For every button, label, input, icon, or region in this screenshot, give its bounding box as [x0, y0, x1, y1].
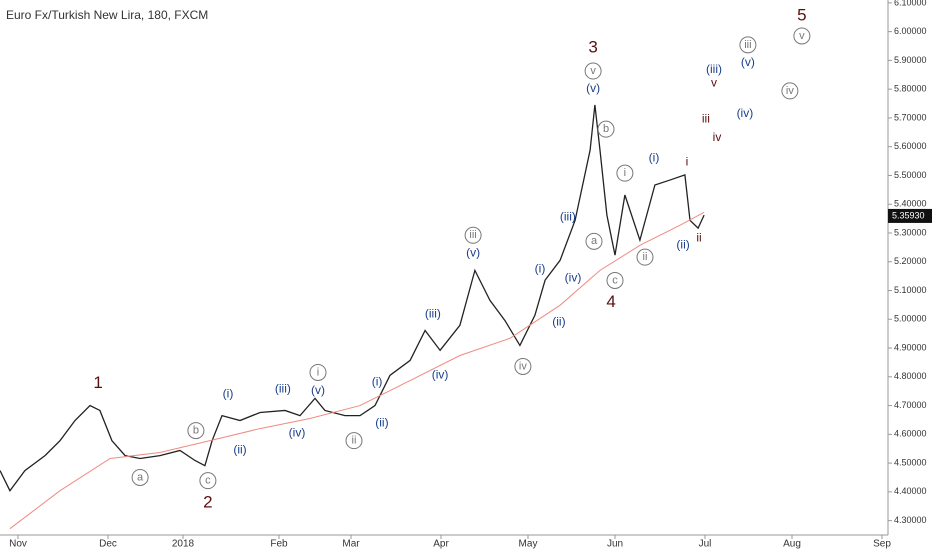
x-tick-label: Jun [607, 539, 623, 550]
wave-label: 3 [588, 38, 597, 57]
wave-circle [464, 226, 482, 244]
wave-label: 1 [93, 373, 102, 392]
wave-label: (v) [466, 246, 480, 260]
wave-label: ii [696, 230, 701, 244]
wave-label: (i) [223, 387, 234, 401]
y-tick-label: 6.10000 [894, 0, 927, 7]
y-tick-label: 4.40000 [894, 486, 927, 496]
wave-circle [131, 468, 149, 486]
wave-label: iv [519, 360, 527, 372]
wave-label: (ii) [676, 238, 689, 252]
wave-label: (iv) [289, 426, 306, 440]
wave-label: i [317, 366, 319, 378]
y-tick-label: 4.90000 [894, 342, 927, 352]
wave-label: (i) [535, 261, 546, 275]
wave-label: (iii) [275, 382, 291, 396]
wave-circle [636, 248, 654, 266]
wave-label: (ii) [375, 416, 388, 430]
wave-circle [597, 120, 615, 138]
wave-label: ii [643, 251, 648, 263]
y-tick-label: 4.70000 [894, 400, 927, 410]
wave-circle [739, 36, 757, 54]
wave-circle [309, 363, 327, 381]
wave-label: iii [702, 111, 710, 125]
wave-label: (i) [649, 150, 660, 164]
price-tag-label: 5.35930 [892, 210, 925, 220]
wave-label: b [603, 123, 609, 135]
wave-label: a [137, 471, 144, 483]
wave-label: 2 [203, 492, 212, 511]
series-line [0, 104, 705, 492]
wave-label: (iii) [706, 62, 722, 76]
series-line [9, 211, 705, 530]
chart-title: Euro Fx/Turkish New Lira, 180, FXCM [6, 8, 208, 22]
wave-label: v [711, 75, 717, 89]
y-tick-label: 5.40000 [894, 199, 927, 209]
x-tick-label: Sep [873, 539, 891, 550]
x-tick-label: Mar [342, 539, 360, 550]
y-tick-label: 5.30000 [894, 227, 927, 237]
wave-label: (v) [311, 383, 325, 397]
wave-label: c [205, 475, 211, 487]
y-tick-label: 5.80000 [894, 84, 927, 94]
wave-circle [514, 357, 532, 375]
y-tick-label: 5.90000 [894, 55, 927, 65]
wave-circle [584, 62, 602, 80]
y-tick-label: 5.10000 [894, 285, 927, 295]
price-tag [888, 208, 932, 223]
wave-label: iii [469, 229, 476, 241]
y-tick-label: 5.20000 [894, 256, 927, 266]
y-tick-label: 4.50000 [894, 457, 927, 467]
wave-circle [606, 271, 624, 289]
wave-circle [345, 432, 363, 450]
wave-label: (v) [586, 81, 600, 95]
wave-label: iv [713, 130, 722, 144]
wave-label: v [590, 65, 596, 77]
x-tick-label: Feb [270, 539, 288, 550]
wave-label: (ii) [233, 443, 246, 457]
x-tick-label: Aug [783, 539, 801, 550]
wave-label: b [193, 424, 199, 436]
wave-label: (iii) [560, 209, 576, 223]
y-tick-label: 6.00000 [894, 26, 927, 36]
wave-label: (iv) [432, 368, 449, 382]
x-tick-label: 2018 [172, 539, 195, 550]
wave-label: (ii) [552, 315, 565, 329]
y-tick-label: 4.80000 [894, 371, 927, 381]
wave-label: (iv) [565, 271, 582, 285]
wave-label: 5 [797, 5, 806, 24]
x-tick-label: May [519, 539, 538, 550]
wave-circle [781, 82, 799, 100]
wave-circle [585, 232, 603, 250]
y-tick-label: 4.30000 [894, 515, 927, 525]
y-tick-label: 5.70000 [894, 112, 927, 122]
wave-label: (v) [741, 55, 755, 69]
wave-label: ii [352, 435, 357, 447]
wave-label: (iii) [425, 307, 441, 321]
x-tick-label: Dec [99, 539, 117, 550]
y-tick-label: 5.00000 [894, 314, 927, 324]
wave-label: v [799, 30, 805, 42]
wave-label: c [612, 274, 618, 286]
wave-label: iv [786, 85, 794, 97]
wave-label: (i) [372, 375, 383, 389]
wave-circle [616, 164, 634, 182]
wave-circle [793, 27, 811, 45]
x-tick-label: Nov [9, 539, 27, 550]
wave-circle [187, 422, 205, 440]
wave-label: a [591, 235, 598, 247]
wave-label: 4 [606, 292, 615, 311]
y-tick-label: 5.60000 [894, 141, 927, 151]
wave-label: i [686, 154, 689, 168]
y-tick-label: 5.50000 [894, 170, 927, 180]
wave-label: (iv) [737, 106, 754, 120]
wave-label: iii [744, 39, 751, 51]
x-tick-label: Apr [433, 539, 449, 550]
y-tick-label: 4.60000 [894, 429, 927, 439]
wave-circle [199, 472, 217, 490]
x-tick-label: Jul [699, 539, 712, 550]
wave-label: i [624, 167, 626, 179]
